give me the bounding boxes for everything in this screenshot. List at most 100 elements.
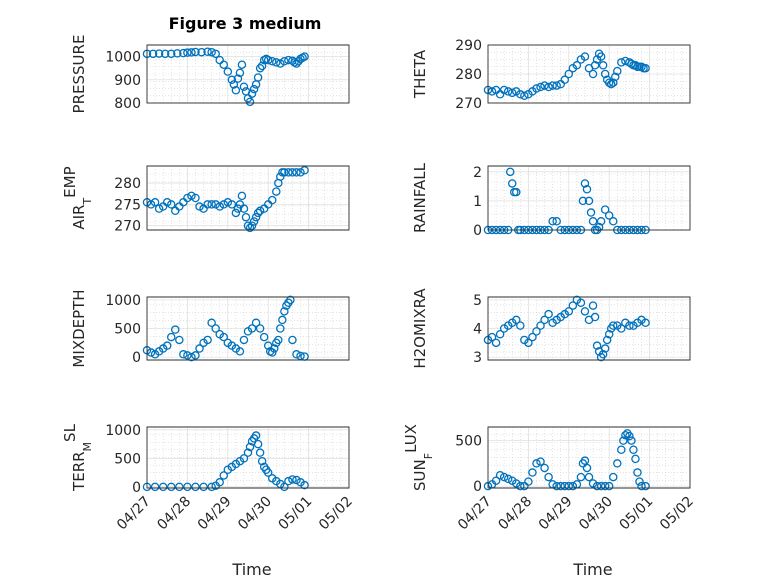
data-point xyxy=(227,75,237,85)
data-point xyxy=(617,58,626,67)
data-point xyxy=(207,318,216,328)
data-point xyxy=(154,49,164,58)
data-point xyxy=(568,301,578,310)
data-point xyxy=(627,436,636,445)
data-point xyxy=(491,338,501,348)
data-point xyxy=(215,478,224,487)
data-point xyxy=(241,212,251,222)
data-point xyxy=(552,217,561,226)
axes-frame xyxy=(487,44,691,104)
data-point xyxy=(272,58,281,67)
data-point xyxy=(617,445,626,455)
data-point xyxy=(548,81,557,90)
data-point xyxy=(576,298,586,307)
data-point xyxy=(604,211,614,220)
data-point xyxy=(284,476,293,486)
data-point xyxy=(629,445,638,455)
data-point xyxy=(596,481,606,491)
data-point xyxy=(503,474,513,484)
data-point xyxy=(637,62,646,72)
x-tick-label: 04/29 xyxy=(195,494,235,534)
data-point xyxy=(278,315,287,325)
data-point xyxy=(608,78,618,87)
data-point xyxy=(203,335,212,345)
x-axis-label: Time xyxy=(231,560,271,579)
data-point xyxy=(540,315,549,325)
y-tick-label: 1 xyxy=(473,194,482,210)
axes-frame xyxy=(487,296,691,361)
data-point xyxy=(544,472,553,482)
data-point xyxy=(219,60,229,69)
data-point xyxy=(211,324,220,333)
axes-frame xyxy=(146,44,350,104)
data-point xyxy=(259,332,269,342)
data-point xyxy=(175,335,184,345)
data-point xyxy=(162,198,172,207)
data-point xyxy=(191,47,200,57)
data-point xyxy=(604,329,614,339)
data-point xyxy=(600,205,610,214)
data-point xyxy=(175,482,184,492)
data-point xyxy=(625,431,634,441)
data-point xyxy=(600,481,610,491)
data-point xyxy=(239,335,249,345)
data-point xyxy=(276,324,285,333)
y-tick-label: 280 xyxy=(114,176,141,192)
data-point xyxy=(249,84,259,94)
data-point xyxy=(495,329,505,339)
data-point xyxy=(582,185,592,194)
data-point xyxy=(280,307,289,316)
data-point xyxy=(215,202,224,211)
data-point xyxy=(582,463,592,473)
data-point xyxy=(296,351,305,361)
y-tick-label: 5 xyxy=(473,293,482,309)
data-point xyxy=(590,61,600,70)
data-point xyxy=(641,481,650,491)
data-point xyxy=(267,195,277,205)
data-point xyxy=(166,200,176,209)
y-tick-label: 270 xyxy=(455,96,482,112)
data-point xyxy=(300,52,309,61)
data-point xyxy=(245,442,255,452)
data-point xyxy=(300,480,309,490)
data-point xyxy=(233,204,243,213)
data-point xyxy=(146,348,156,357)
data-point xyxy=(195,202,204,211)
data-point xyxy=(274,335,283,345)
data-point xyxy=(263,55,273,65)
x-tick-label: 04/28 xyxy=(154,494,194,534)
data-point xyxy=(528,468,537,477)
data-point xyxy=(540,463,549,473)
data-point xyxy=(183,351,192,360)
y-axis-label: RAINFALL xyxy=(411,162,429,233)
data-point xyxy=(600,69,610,79)
y-tick-label: 500 xyxy=(114,322,141,338)
data-point xyxy=(166,332,176,342)
data-point xyxy=(512,315,521,325)
data-point xyxy=(183,48,192,57)
axes-frame xyxy=(146,426,350,489)
data-point xyxy=(520,91,529,101)
data-point xyxy=(596,217,606,226)
data-point xyxy=(207,482,216,492)
data-point xyxy=(524,338,533,348)
data-point xyxy=(239,82,249,92)
y-tick-label: 1000 xyxy=(105,50,141,66)
data-point xyxy=(588,301,598,310)
data-point xyxy=(257,61,267,71)
data-point xyxy=(255,63,265,73)
data-point xyxy=(158,482,168,492)
data-point xyxy=(288,335,297,345)
data-point xyxy=(604,481,614,491)
data-point xyxy=(600,344,610,353)
data-point xyxy=(625,321,634,330)
y-tick-label: 280 xyxy=(455,67,482,83)
y-axis-label: SUNFLUX xyxy=(402,424,435,491)
data-point xyxy=(255,448,265,457)
data-point xyxy=(207,200,216,209)
data-point xyxy=(608,217,618,226)
x-tick-label: 05/01 xyxy=(617,494,657,534)
data-point xyxy=(249,217,259,226)
data-point xyxy=(292,475,301,485)
